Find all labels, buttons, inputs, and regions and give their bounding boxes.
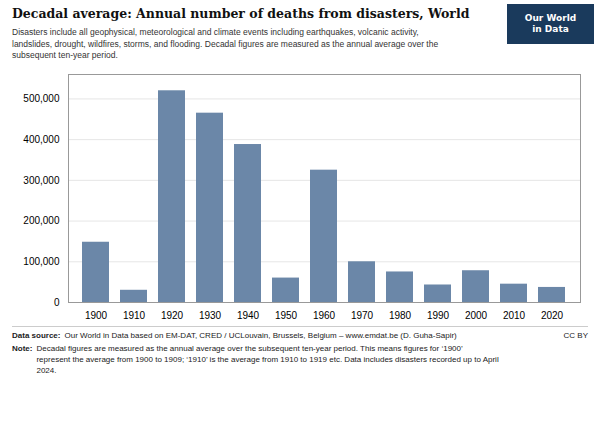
svg-text:1950: 1950 — [275, 309, 298, 320]
svg-text:1900: 1900 — [85, 309, 108, 320]
svg-text:100,000: 100,000 — [23, 256, 60, 267]
svg-text:1960: 1960 — [313, 309, 336, 320]
svg-text:1920: 1920 — [161, 309, 184, 320]
svg-text:2000: 2000 — [465, 309, 488, 320]
svg-text:300,000: 300,000 — [23, 174, 60, 185]
html-text:Note: Decadal figures are meas: Note: Decadal figures are measured as th… — [12, 344, 499, 375]
svg-text:1970: 1970 — [351, 309, 374, 320]
svg-text:500,000: 500,000 — [23, 93, 60, 104]
svg-text:1980: 1980 — [389, 309, 412, 320]
html-text:Decadal average: Annual number: Decadal average: Annual number of deaths… — [12, 6, 470, 21]
svg-text:1940: 1940 — [237, 309, 260, 320]
html-text:Data source: Our World in Data: Data source: Our World in Data based on … — [12, 330, 457, 340]
svg-text:400,000: 400,000 — [23, 133, 60, 144]
svg-text:2010: 2010 — [503, 309, 526, 320]
html-text:Disasters include all geophysi: Disasters include all geophysical, meteo… — [12, 27, 439, 61]
svg-text:1990: 1990 — [427, 309, 450, 320]
svg-text:0: 0 — [54, 296, 60, 307]
svg-text:1910: 1910 — [123, 309, 146, 320]
html-text:CC BY: CC BY — [563, 330, 588, 340]
svg-text:1930: 1930 — [199, 309, 222, 320]
html-text:Our World in Data: Our World in Data — [524, 12, 577, 34]
svg-text:2020: 2020 — [541, 309, 564, 320]
svg-text:200,000: 200,000 — [23, 215, 60, 226]
